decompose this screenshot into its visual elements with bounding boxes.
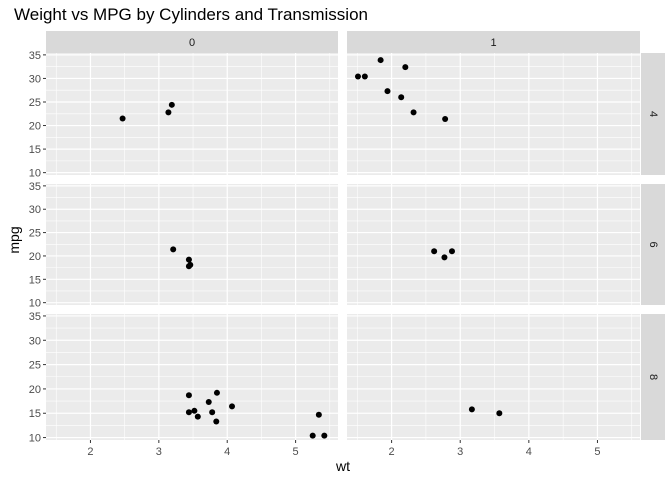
x-tick-label: 5 — [594, 446, 600, 458]
data-point — [185, 256, 192, 263]
x-tick-label: 5 — [293, 446, 299, 458]
y-tick-label: 25 — [29, 228, 41, 240]
data-point — [361, 73, 368, 80]
y-tick-label: 10 — [29, 168, 41, 180]
data-point — [321, 432, 328, 439]
data-point — [384, 88, 391, 95]
y-tick-label: 35 — [29, 50, 41, 62]
y-tick-label: 15 — [29, 408, 41, 420]
data-point — [185, 263, 192, 270]
x-tick-label: 4 — [526, 446, 532, 458]
data-point — [119, 115, 126, 122]
data-point — [309, 432, 316, 439]
facet-col-label: 0 — [189, 37, 195, 49]
data-point — [209, 409, 216, 416]
data-point — [165, 109, 172, 116]
data-point — [431, 248, 438, 255]
data-point — [398, 94, 405, 101]
data-point — [229, 403, 236, 410]
data-point — [377, 57, 384, 64]
data-point — [194, 413, 201, 420]
x-tick-label: 2 — [389, 446, 395, 458]
data-point — [441, 254, 448, 261]
y-tick-label: 25 — [29, 360, 41, 372]
y-tick-label: 20 — [29, 251, 41, 263]
chart-title: Weight vs MPG by Cylinders and Transmiss… — [14, 5, 368, 24]
y-tick-label: 10 — [29, 433, 41, 445]
data-point — [213, 389, 220, 396]
data-point — [185, 409, 192, 416]
data-point — [496, 410, 503, 417]
x-tick-label: 4 — [224, 446, 230, 458]
y-tick-label: 15 — [29, 144, 41, 156]
data-point — [205, 399, 212, 406]
y-tick-label: 15 — [29, 274, 41, 286]
facet-row-label: 4 — [647, 111, 659, 117]
x-tick-label: 3 — [156, 446, 162, 458]
facet-strip-right — [641, 53, 665, 175]
x-tick-label: 2 — [87, 446, 93, 458]
y-tick-label: 20 — [29, 384, 41, 396]
facet-row-label: 8 — [647, 374, 659, 380]
data-point — [402, 64, 409, 71]
y-tick-label: 20 — [29, 121, 41, 133]
data-point — [168, 101, 175, 108]
data-point — [185, 392, 192, 399]
y-tick-label: 30 — [29, 335, 41, 347]
data-point — [354, 73, 361, 80]
facet-strip-top — [46, 31, 338, 53]
data-point — [170, 246, 177, 253]
data-point — [315, 411, 322, 418]
y-tick-label: 30 — [29, 204, 41, 216]
y-axis-title: mpg — [6, 226, 22, 253]
data-point — [410, 109, 417, 116]
data-point — [213, 418, 220, 425]
data-point — [191, 407, 198, 414]
y-tick-label: 35 — [29, 311, 41, 323]
facet-strip-right — [641, 184, 665, 305]
y-tick-label: 10 — [29, 298, 41, 310]
data-point — [468, 406, 475, 413]
y-tick-label: 30 — [29, 73, 41, 85]
facet-strip-top — [347, 31, 640, 53]
facet-col-label: 1 — [490, 37, 496, 49]
data-point — [448, 248, 455, 255]
data-point — [442, 115, 449, 122]
x-axis-title: wt — [335, 458, 350, 474]
facet-row-label: 6 — [647, 241, 659, 247]
facet-strip-right — [641, 314, 665, 440]
y-tick-label: 25 — [29, 97, 41, 109]
x-tick-label: 3 — [457, 446, 463, 458]
plot-area: 0 146810152025303510152025303510152025303… — [29, 31, 665, 458]
y-tick-label: 35 — [29, 181, 41, 193]
